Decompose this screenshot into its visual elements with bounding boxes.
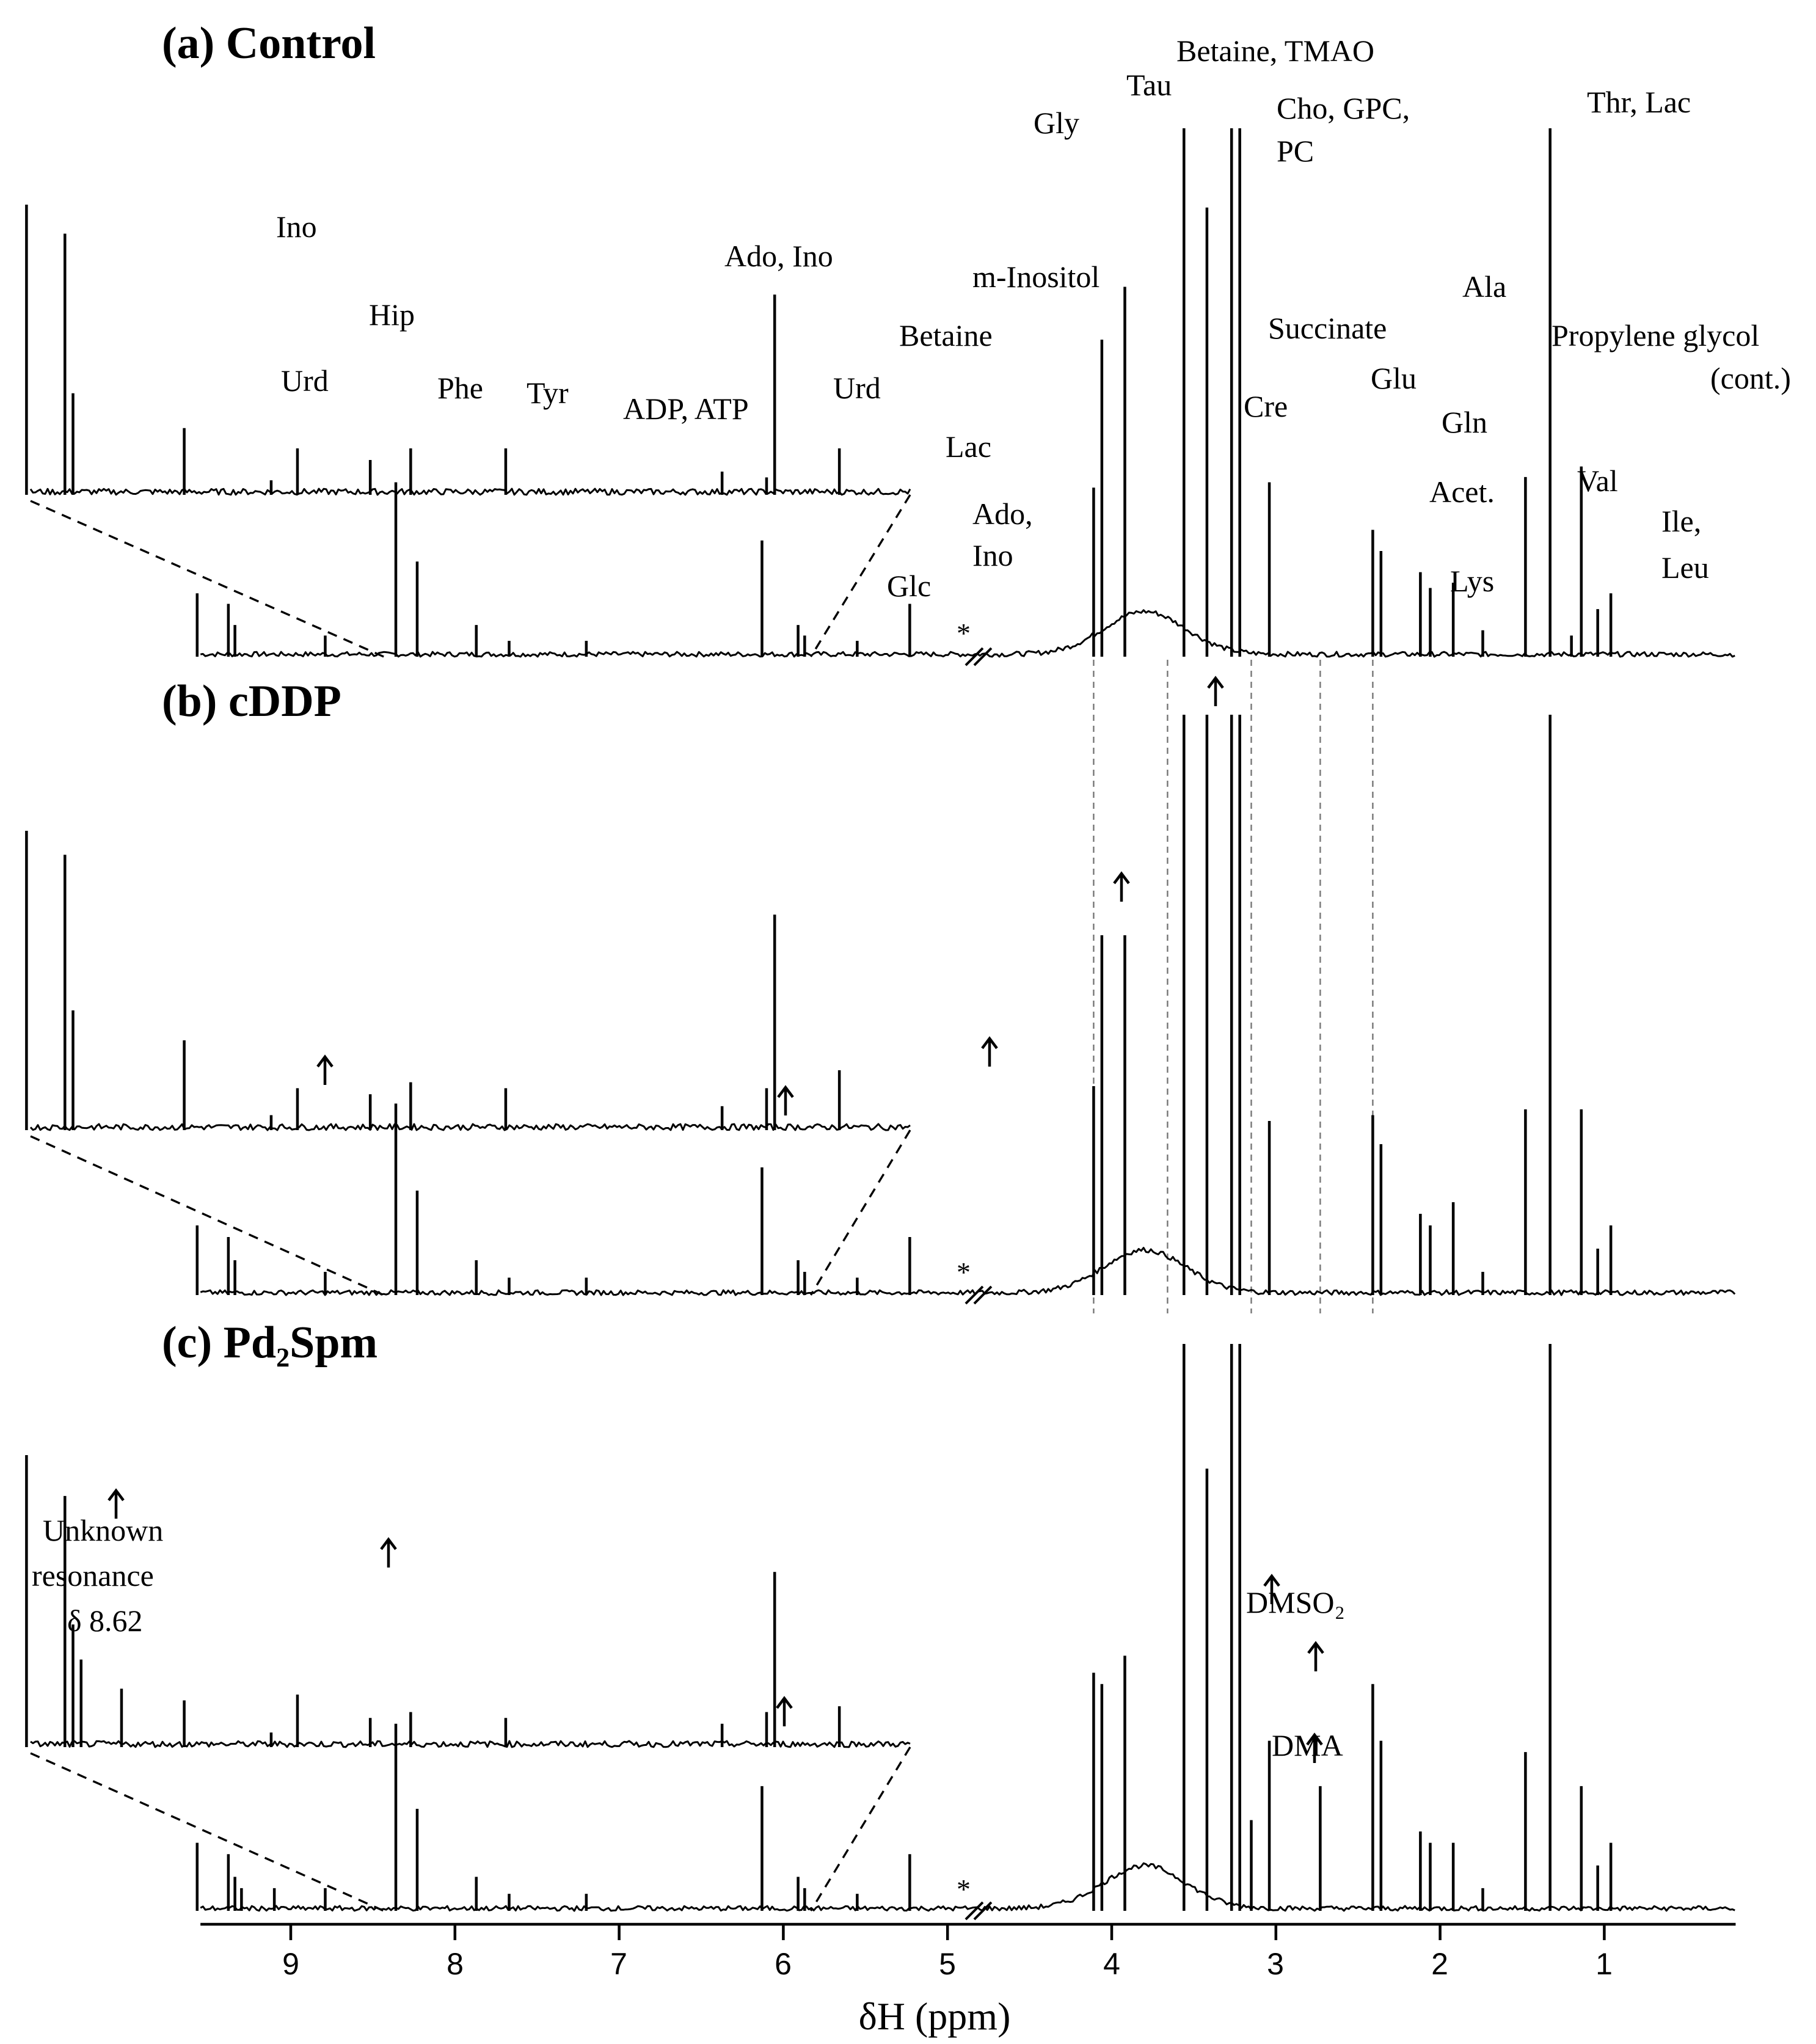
axis-break-mark	[965, 647, 984, 666]
label-cre: Cre	[1244, 389, 1288, 423]
zoom-inset-trace	[29, 487, 911, 496]
increase-arrow	[316, 1054, 334, 1085]
label-ino-a: Ino	[276, 210, 317, 244]
x-tick-label: 5	[939, 1947, 956, 1981]
increase-arrow	[981, 1036, 998, 1067]
axis-break-mark	[973, 1901, 993, 1921]
x-tick-label: 2	[1431, 1947, 1448, 1981]
label-gln: Gln	[1442, 405, 1487, 439]
x-axis-title: δH (ppm)	[859, 1995, 1011, 2038]
label-adp-atp: ADP, ATP	[623, 392, 749, 426]
axis-break-mark	[973, 647, 993, 666]
label-unknown: Unknown	[43, 1513, 163, 1547]
increase-arrow	[108, 1488, 125, 1519]
label-glc: Glc	[887, 569, 931, 603]
label-urd-left: Urd	[281, 363, 329, 398]
increase-arrow	[1307, 1641, 1324, 1671]
label-ile: Ile,	[1661, 504, 1701, 538]
label-leu: Leu	[1661, 550, 1709, 585]
label-succinate: Succinate	[1268, 311, 1387, 345]
zoom-inset-trace	[29, 1123, 911, 1131]
zoom-connector-left	[30, 1752, 384, 1912]
increase-arrow	[1306, 1732, 1323, 1763]
label-ino-b: Ino	[972, 538, 1013, 572]
increase-arrow	[777, 1085, 794, 1115]
increase-arrow	[1207, 676, 1224, 706]
panel-title-c: (c) Pd₂Spm	[162, 1318, 377, 1368]
spectrum-baseline-trace	[200, 1247, 1736, 1296]
label-dmso2: DMSO₂	[1246, 1585, 1345, 1619]
x-axis	[200, 1922, 1736, 1940]
label-cho-gpc: Cho, GPC,	[1277, 91, 1410, 125]
increase-arrow	[1113, 871, 1130, 902]
label-dma: DMA	[1272, 1728, 1343, 1762]
zoom-inset-trace	[30, 1740, 911, 1748]
label-delta-862: δ 8.62	[67, 1604, 143, 1638]
label-tau: Tau	[1126, 68, 1172, 102]
zoom-connector-right	[809, 494, 911, 657]
panel-title-a: (a) Control	[162, 18, 376, 68]
label-lys: Lys	[1450, 564, 1494, 598]
axis-break-star-a: *	[957, 618, 971, 649]
decorations-group	[30, 494, 1324, 1921]
label-val: Val	[1577, 464, 1618, 498]
label-ado: Ado,	[972, 497, 1033, 531]
zoom-connector-right	[809, 1130, 911, 1296]
increase-arrow	[380, 1537, 397, 1568]
x-tick-label: 8	[447, 1947, 464, 1981]
label-phe: Phe	[437, 371, 483, 405]
label-gly: Gly	[1034, 106, 1079, 140]
zoom-connector-left	[30, 1135, 384, 1296]
label-m-inositol: m-Inositol	[972, 260, 1099, 294]
zoom-connector-left	[30, 500, 384, 658]
axis-break-mark	[965, 1901, 984, 1921]
label-tyr: Tyr	[527, 376, 569, 410]
peaks-group	[25, 128, 1613, 1911]
x-tick-label: 7	[610, 1947, 627, 1981]
guide-lines-group	[1093, 660, 1374, 1313]
label-betaine-tmao: Betaine, TMAO	[1176, 34, 1374, 68]
x-tick-label: 9	[282, 1947, 299, 1981]
label-pc: PC	[1277, 134, 1314, 168]
label-lac: Lac	[946, 429, 991, 464]
label-urd-right: Urd	[833, 371, 881, 405]
x-tick-label: 6	[775, 1947, 792, 1981]
x-tick-label: 3	[1267, 1947, 1284, 1981]
axis-break-mark	[965, 1285, 984, 1305]
label-resonance: resonance	[32, 1558, 154, 1593]
label-thr-lac: Thr, Lac	[1587, 85, 1691, 119]
label-propylene-glycol: Propylene glycol	[1552, 318, 1759, 352]
traces-group	[29, 487, 1736, 1912]
spectrum-baseline-trace	[200, 609, 1735, 658]
x-tick-label: 1	[1595, 1947, 1613, 1981]
label-acet: Acet.	[1429, 475, 1495, 509]
axis-break-mark	[973, 1285, 993, 1305]
spectrum-baseline-trace	[200, 1862, 1735, 1912]
label-ala: Ala	[1462, 269, 1506, 304]
label-betaine: Betaine	[899, 318, 993, 352]
panel-title-b: (b) cDDP	[162, 676, 341, 726]
label-glu: Glu	[1371, 361, 1417, 395]
label-ado-ino-zoom: Ado, Ino	[724, 239, 833, 273]
zoom-connector-right	[809, 1747, 911, 1911]
label-cont: (cont.)	[1710, 361, 1791, 395]
increase-arrow	[1263, 1574, 1280, 1604]
axis-break-star-c: *	[957, 1874, 971, 1905]
axis-break-star-b: *	[957, 1257, 971, 1288]
x-tick-label: 4	[1103, 1947, 1120, 1981]
increase-arrow	[776, 1696, 793, 1726]
label-hip: Hip	[369, 297, 415, 332]
